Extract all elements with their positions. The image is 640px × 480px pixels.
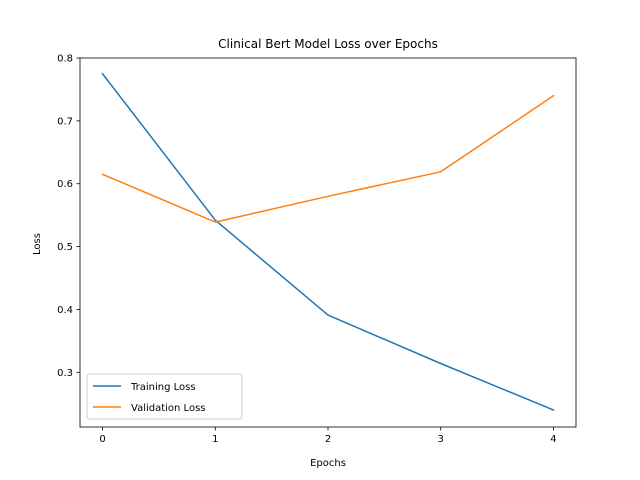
chart-title: Clinical Bert Model Loss over Epochs [218, 37, 438, 51]
series-line-2 [101, 94, 555, 223]
x-tick-label: 1 [212, 434, 218, 445]
x-tick-label: 3 [438, 434, 444, 445]
legend-entry-2: Validation Loss [131, 403, 206, 414]
y-tick-label: 0.5 [57, 242, 73, 253]
x-axis-label: Epochs [310, 458, 346, 469]
series-line-1 [101, 72, 555, 411]
legend-entry-1: Training Loss [130, 382, 196, 393]
y-tick-label: 0.7 [57, 116, 73, 127]
x-tick-label: 4 [550, 434, 556, 445]
legend-box [86, 373, 243, 420]
x-tick-label: 2 [325, 434, 331, 445]
x-tick-label: 0 [99, 434, 105, 445]
plot-frame [79, 57, 577, 428]
plot-area: 0 1 2 3 4 0.3 0.4 0.5 0.6 0.7 0.8 [57, 54, 577, 445]
legend: Training Loss Validation Loss [86, 373, 243, 420]
y-tick-label: 0.3 [57, 368, 73, 379]
y-tick-label: 0.4 [57, 305, 73, 316]
y-tick-label: 0.6 [57, 179, 73, 190]
y-tick-label: 0.8 [57, 54, 73, 65]
y-axis-label: Loss [32, 233, 43, 255]
